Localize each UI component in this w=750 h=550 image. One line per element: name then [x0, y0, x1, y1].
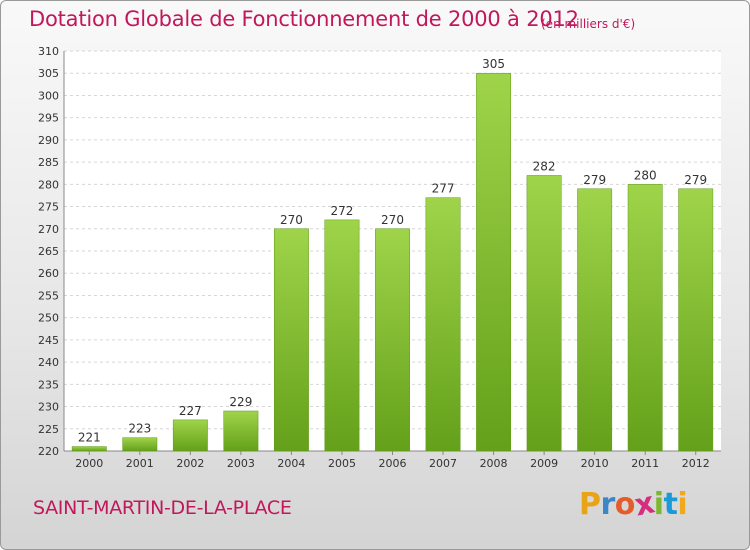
bar	[476, 72, 512, 452]
y-tick-label: 250	[38, 312, 59, 325]
y-tick-label: 290	[38, 134, 59, 147]
logo-letter: r	[600, 487, 616, 522]
y-tick-label: 240	[38, 356, 59, 369]
y-tick-label: 305	[38, 67, 59, 80]
x-tick-label: 2006	[379, 457, 407, 470]
data-label: 227	[179, 404, 202, 418]
logo-letter: i	[677, 487, 688, 522]
y-tick-label: 225	[38, 423, 59, 436]
y-tick-label: 220	[38, 445, 59, 458]
x-tick-label: 2011	[631, 457, 659, 470]
y-tick-label: 285	[38, 156, 59, 169]
x-tick-label: 2000	[75, 457, 103, 470]
chart-unit: (en milliers d'€)	[541, 17, 636, 31]
bar	[577, 188, 613, 452]
data-label: 277	[432, 182, 455, 196]
bar	[122, 437, 158, 452]
data-label: 279	[684, 173, 707, 187]
bar	[425, 197, 461, 452]
data-label: 221	[78, 431, 101, 445]
bar	[324, 219, 360, 452]
bar	[627, 184, 663, 452]
data-label: 272	[331, 204, 354, 218]
y-tick-label: 280	[38, 178, 59, 191]
y-tick-label: 310	[38, 45, 59, 58]
x-tick-label: 2008	[480, 457, 508, 470]
bar	[678, 188, 714, 452]
data-label: 282	[533, 159, 556, 173]
x-tick-label: 2009	[530, 457, 558, 470]
x-tick-label: 2001	[126, 457, 154, 470]
bar	[223, 410, 259, 452]
logo-letter: o	[614, 487, 636, 522]
data-label: 280	[634, 168, 657, 182]
x-tick-label: 2012	[682, 457, 710, 470]
data-label: 270	[280, 213, 303, 227]
data-label: 270	[381, 213, 404, 227]
x-tick-label: 2004	[277, 457, 305, 470]
bar	[273, 228, 309, 452]
y-tick-label: 235	[38, 378, 59, 391]
chart-title: Dotation Globale de Fonctionnement de 20…	[29, 7, 579, 31]
logo-letter: P	[579, 487, 601, 522]
x-tick-label: 2010	[581, 457, 609, 470]
y-tick-label: 295	[38, 112, 59, 125]
y-tick-label: 270	[38, 223, 59, 236]
bar	[172, 419, 208, 452]
y-tick-label: 260	[38, 267, 59, 280]
logo-letter: i	[653, 487, 664, 522]
x-tick-label: 2003	[227, 457, 255, 470]
y-tick-label: 255	[38, 289, 59, 302]
logo-letter: t	[663, 487, 678, 522]
bar	[375, 228, 410, 452]
data-label: 279	[583, 173, 606, 187]
data-label: 229	[229, 395, 252, 409]
y-tick-label: 245	[38, 334, 59, 347]
data-label: 223	[128, 422, 151, 436]
x-tick-label: 2007	[429, 457, 457, 470]
y-tick-label: 230	[38, 401, 59, 414]
y-tick-label: 300	[38, 89, 59, 102]
x-tick-label: 2002	[176, 457, 204, 470]
bar	[71, 446, 107, 452]
bar	[526, 175, 562, 452]
commune-name: SAINT-MARTIN-DE-LA-PLACE	[33, 497, 292, 519]
proxiti-logo: Proxiti	[579, 485, 688, 523]
y-tick-label: 275	[38, 201, 59, 214]
data-label: 305	[482, 57, 505, 71]
y-tick-label: 265	[38, 245, 59, 258]
x-tick-label: 2005	[328, 457, 356, 470]
